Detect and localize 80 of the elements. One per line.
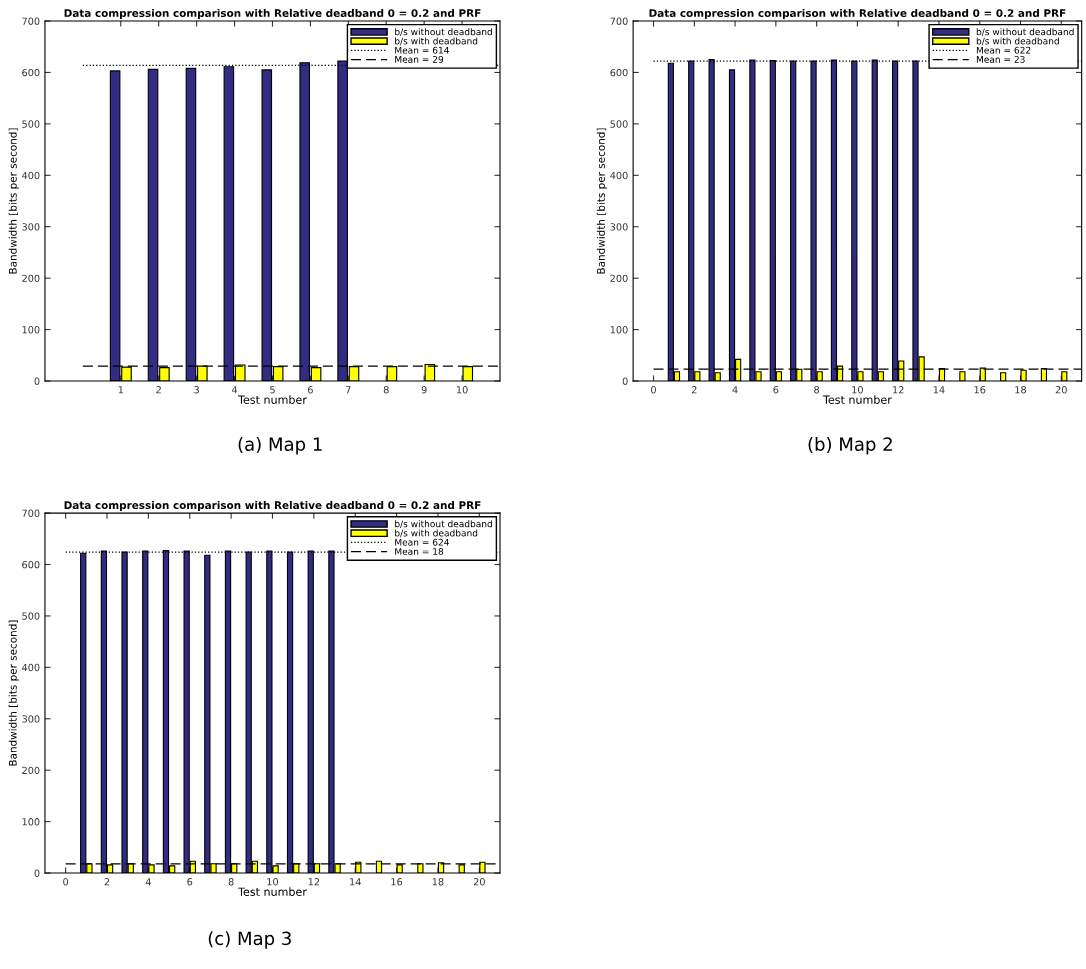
y-tick-label: 400	[610, 171, 628, 180]
y-axis-title: Bandwidth [bits per second]	[596, 128, 607, 274]
y-tick-label: 700	[22, 17, 40, 25]
y-tick-label: 0	[34, 869, 40, 877]
y-tick-label: 200	[610, 274, 628, 282]
y-tick-label: 700	[610, 17, 628, 25]
x-tick-label: 8	[814, 386, 820, 394]
text: (a) Map 1	[238, 437, 322, 455]
y-tick-label: 100	[22, 818, 40, 826]
x-tick-label: 8	[383, 386, 389, 394]
x-tick-label: 14	[350, 878, 361, 886]
legend-label: b/s with deadband	[395, 529, 478, 538]
x-tick-label: 0	[651, 386, 656, 394]
y-tick-label: 300	[22, 715, 40, 723]
x-tick-label: 2	[691, 386, 697, 394]
x-tick-label: 10	[456, 386, 468, 394]
x-tick-label: 12	[308, 878, 320, 886]
legend-label: Mean = 624	[395, 538, 449, 546]
x-tick-label: 9	[421, 386, 427, 394]
x-tick-label: 4	[145, 878, 151, 886]
x-axis-title: Test number	[822, 395, 892, 404]
x-tick-label: 0	[63, 878, 69, 886]
y-tick-label: 200	[22, 766, 40, 775]
x-tick-label: 5	[270, 386, 275, 394]
x-tick-label: 18	[1015, 386, 1027, 394]
y-tick-label: 500	[22, 612, 40, 620]
y-tick-label: 400	[22, 663, 40, 672]
x-tick-label: 3	[194, 386, 199, 394]
text: (b) Map 2	[808, 437, 892, 455]
x-tick-label: 6	[307, 386, 313, 394]
y-tick-label: 500	[22, 120, 40, 128]
y-tick-label: 400	[22, 171, 40, 180]
legend-label: b/s without deadband	[395, 520, 492, 529]
x-tick-label: 1	[118, 386, 123, 394]
x-tick-label: 4	[732, 386, 738, 394]
y-tick-label: 0	[34, 377, 40, 385]
x-axis-title: Test number	[238, 395, 307, 404]
x-tick-label: 10	[267, 878, 279, 886]
legend-label: b/s without deadband	[976, 28, 1074, 36]
x-tick-label: 2	[104, 878, 110, 886]
chart-title: Data compression comparison with Relative deadband 0 = 0.2 and PRF	[649, 8, 1066, 20]
y-axis-title: Bandwidth [bits per second]	[8, 620, 19, 766]
y-tick-label: 600	[22, 68, 40, 77]
legend-label: Mean = 29	[395, 55, 444, 63]
legend-label: Mean = 614	[395, 46, 449, 54]
x-tick-label: 8	[228, 878, 234, 886]
y-tick-label: 500	[610, 120, 628, 128]
legend-label: Mean = 18	[395, 548, 444, 555]
text: (c) Map 3	[208, 931, 291, 949]
y-tick-label: 300	[610, 223, 628, 231]
y-axis-title: Bandwidth [bits per second]	[8, 128, 19, 274]
x-tick-label: 6	[187, 878, 193, 886]
legend-label: b/s without deadband	[395, 28, 492, 36]
x-axis-title: Test number	[238, 887, 307, 896]
y-tick-label: 700	[22, 509, 40, 517]
y-tick-label: 600	[610, 68, 628, 77]
x-tick-label: 20	[473, 878, 485, 886]
y-tick-label: 300	[22, 223, 40, 231]
legend-label: b/s with deadband	[976, 37, 1059, 46]
x-tick-label: 16	[974, 386, 986, 394]
x-tick-label: 7	[346, 386, 351, 394]
x-tick-label: 16	[391, 878, 403, 886]
x-tick-label: 4	[231, 386, 238, 394]
x-tick-label: 2	[156, 386, 161, 394]
y-tick-label: 600	[22, 560, 40, 569]
y-tick-label: 200	[22, 274, 40, 282]
y-tick-label: 100	[610, 326, 628, 334]
y-tick-label: 100	[22, 326, 40, 334]
legend-label: Mean = 23	[976, 55, 1025, 63]
x-tick-label: 12	[893, 386, 904, 394]
y-tick-label: 0	[622, 377, 628, 385]
chart-title: Data compression comparison with Relative deadband 0 = 0.2 and PRF	[64, 8, 481, 20]
x-tick-label: 10	[852, 386, 863, 394]
x-tick-label: 14	[933, 386, 945, 394]
x-tick-label: 6	[773, 386, 779, 394]
x-tick-label: 18	[432, 878, 444, 886]
legend-label: Mean = 622	[976, 46, 1031, 54]
legend-label: b/s with deadband	[395, 37, 478, 46]
x-tick-label: 20	[1055, 386, 1067, 394]
chart-title: Data compression comparison with Relative deadband 0 = 0.2 and PRF	[64, 501, 481, 512]
